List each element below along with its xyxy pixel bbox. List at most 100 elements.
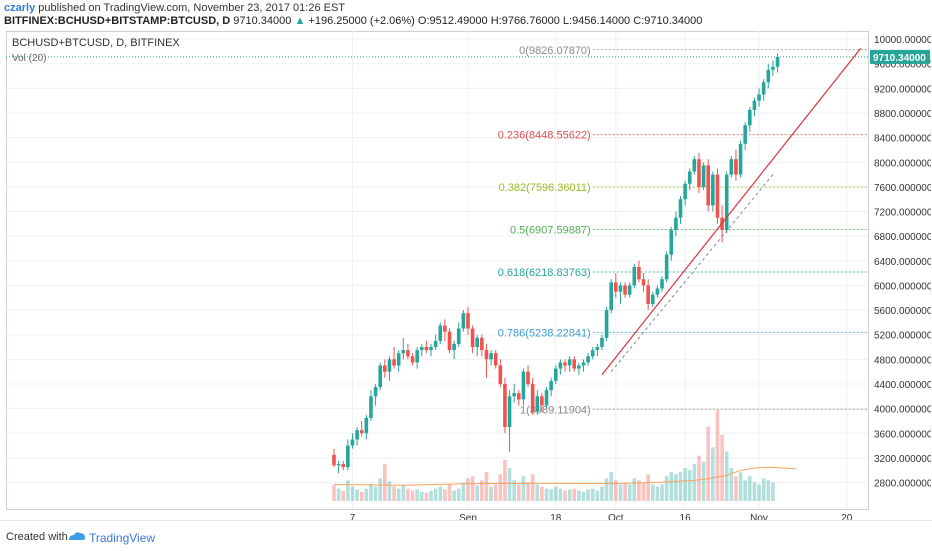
volume-bar xyxy=(493,484,498,501)
candle-body xyxy=(711,174,715,206)
candle-body xyxy=(364,417,369,434)
volume-bar xyxy=(383,463,387,501)
candle-body xyxy=(660,279,664,289)
last-price: 9710.34000 xyxy=(233,15,292,27)
volume-bar xyxy=(429,490,433,501)
volume-bar xyxy=(609,472,613,501)
candle-body xyxy=(512,393,516,397)
volume-bar xyxy=(438,486,443,501)
volume-bar xyxy=(660,484,664,501)
tradingview-cloud-icon[interactable] xyxy=(67,530,87,542)
candle-body xyxy=(498,365,503,384)
candle-body xyxy=(687,171,692,184)
ohlc-high: H:9766.76000 xyxy=(490,15,560,27)
candle-body xyxy=(392,359,396,366)
author-link[interactable]: czarly xyxy=(4,2,36,14)
volume-bar xyxy=(484,472,489,501)
volume-bar xyxy=(595,490,600,501)
candle-body xyxy=(577,365,581,369)
volume-bar xyxy=(540,486,544,501)
candle-body xyxy=(447,331,452,351)
volume-bar xyxy=(724,451,729,501)
candle-body xyxy=(761,82,766,95)
volume-bar xyxy=(687,470,692,501)
volume-bar xyxy=(757,484,761,501)
candle-body xyxy=(350,439,355,446)
candle-body xyxy=(641,279,646,286)
candle-body xyxy=(674,217,678,231)
y-tick-label: 6000.000000 xyxy=(874,281,931,292)
volume-bar xyxy=(369,483,373,501)
chart-legend-title: BCHUSD+BTCUSD, D, BITFINEX xyxy=(12,37,180,49)
symbol-name: BITFINEX:BCHUSD+BITSTAMP:BTCUSD, D xyxy=(4,15,231,27)
fib-level-label: 0.5(6907.59887) xyxy=(510,225,591,237)
volume-bar xyxy=(433,488,438,501)
candle-body xyxy=(581,362,586,366)
candle-body xyxy=(535,396,540,412)
volume-bar xyxy=(517,484,521,501)
published-text: published on TradingView.com, November 2… xyxy=(38,2,346,14)
candle-body xyxy=(650,294,655,304)
x-tick-label: 18 xyxy=(550,513,562,524)
candle-body xyxy=(466,313,470,329)
volume-bar xyxy=(396,488,401,501)
y-tick-label: 8800.000000 xyxy=(874,109,931,120)
x-tick-label: Nov xyxy=(750,513,768,524)
volume-bar xyxy=(443,489,447,501)
candle-body xyxy=(452,343,456,351)
volume-bar xyxy=(729,467,734,501)
volume-bar xyxy=(558,488,563,501)
candle-body xyxy=(637,266,641,280)
candle-body xyxy=(443,325,447,332)
plot-frame xyxy=(6,31,869,510)
ohlc-open: O:9512.49000 xyxy=(417,15,488,27)
candle-body xyxy=(669,230,674,255)
volume-bar xyxy=(410,490,415,501)
y-tick-label: 9600.000000 xyxy=(874,60,931,71)
volume-legend: Vol (20) xyxy=(12,53,46,64)
volume-bar xyxy=(401,484,406,501)
price-tag-label: 9710.34000 xyxy=(873,53,926,64)
y-tick-label: 6400.000000 xyxy=(874,257,931,268)
candle-body xyxy=(433,340,438,348)
y-tick-label: 4800.000000 xyxy=(874,355,931,366)
candle-body xyxy=(475,337,480,348)
volume-bar xyxy=(743,480,747,501)
volume-bar xyxy=(373,486,378,501)
candle-body xyxy=(609,282,613,311)
tradingview-brand-link[interactable]: TradingView xyxy=(89,531,156,545)
fib-level-label: 0.382(7596.36011) xyxy=(499,182,591,194)
candle-body xyxy=(415,350,419,363)
chart-area[interactable]: 2800.000000 3200.000000 3600.000000 4000.00… xyxy=(6,31,932,524)
x-tick-label: Oct xyxy=(608,513,624,524)
symbol-line: BITFINEX:BCHUSD+BITSTAMP:BTCUSD, D 9710.… xyxy=(4,15,702,27)
volume-bar xyxy=(526,482,530,501)
candle-body xyxy=(489,353,493,360)
y-tick-label: 5600.000000 xyxy=(874,306,931,317)
price-chart[interactable]: 2800.000000 3200.000000 3600.000000 4000.00… xyxy=(6,31,932,526)
y-tick-label: 10000.000000 xyxy=(874,35,931,46)
y-tick-label: 3200.000000 xyxy=(874,454,931,465)
volume-bar xyxy=(637,480,641,501)
volume-bar xyxy=(641,482,646,501)
x-tick-label: 16 xyxy=(680,513,692,524)
candle-body xyxy=(627,285,632,295)
candle-body xyxy=(517,393,521,400)
candle-body xyxy=(553,368,558,381)
candle-body xyxy=(757,94,761,101)
volume-bar xyxy=(456,488,461,501)
volume-bar xyxy=(632,478,637,501)
y-tick-label: 4000.000000 xyxy=(874,405,931,416)
volume-bar xyxy=(678,472,683,501)
candle-body xyxy=(678,199,683,218)
volume-bar xyxy=(364,488,369,501)
candle-body xyxy=(369,396,373,418)
volume-bar xyxy=(567,489,572,501)
volume-bar xyxy=(406,488,410,501)
candle-body xyxy=(586,356,590,363)
volume-bar xyxy=(664,476,669,501)
candle-body xyxy=(743,125,747,144)
volume-bar xyxy=(623,482,627,501)
candle-body xyxy=(604,310,609,338)
volume-bar xyxy=(346,480,350,501)
